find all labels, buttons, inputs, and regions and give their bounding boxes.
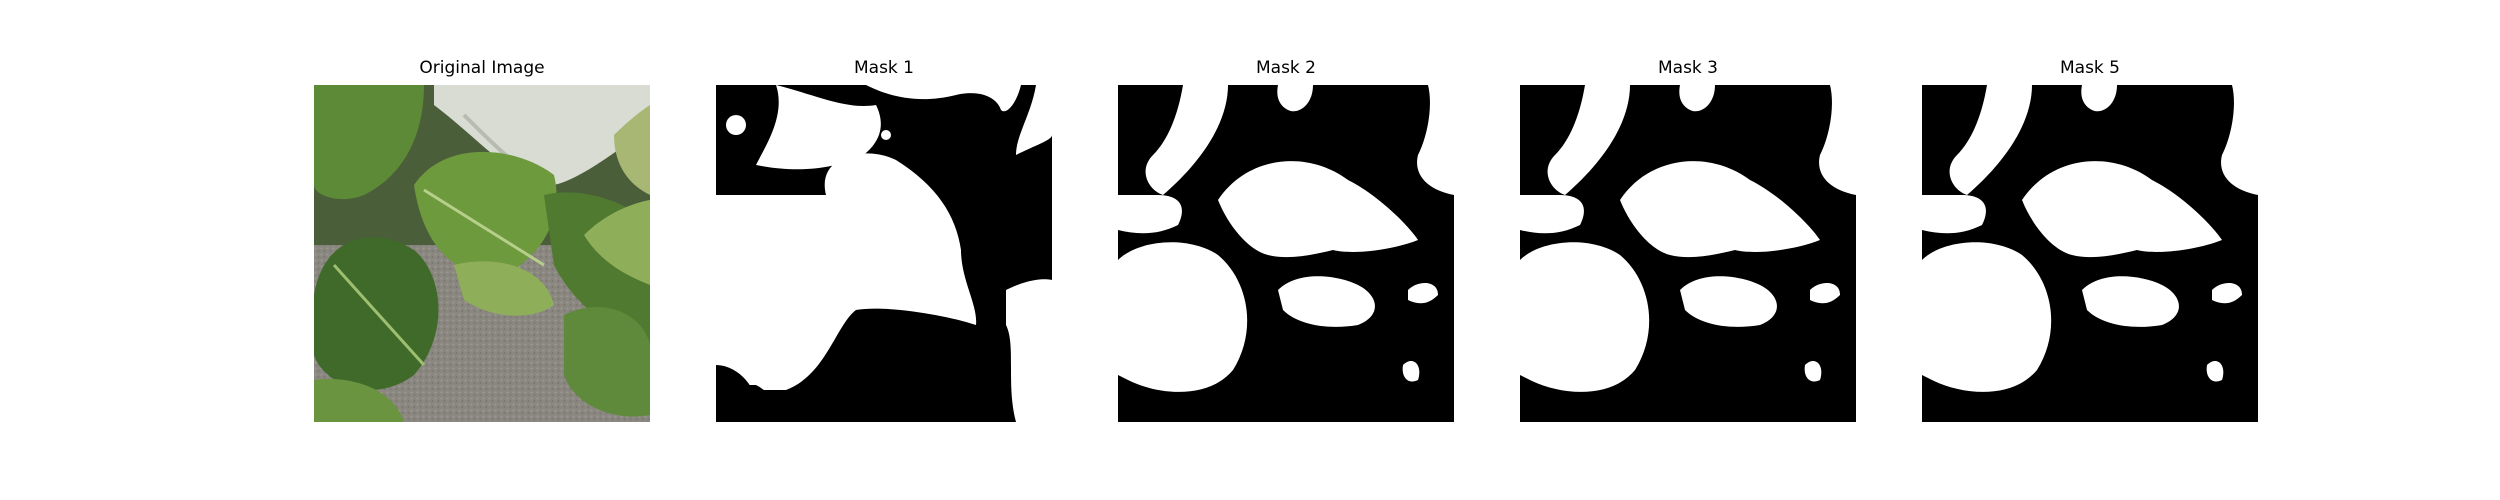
mask-5-image — [1922, 85, 2258, 422]
mask-1-image — [716, 85, 1052, 422]
panel-title: Mask 5 — [2059, 58, 2120, 78]
panel-title: Mask 3 — [1657, 58, 1718, 78]
mask-3-image — [1520, 85, 1856, 422]
panel-title: Mask 1 — [853, 58, 914, 78]
mask-2-image — [1118, 85, 1454, 422]
panel-title: Original Image — [419, 58, 545, 78]
original-plant-photo — [314, 85, 650, 422]
panel-title: Mask 2 — [1255, 58, 1316, 78]
